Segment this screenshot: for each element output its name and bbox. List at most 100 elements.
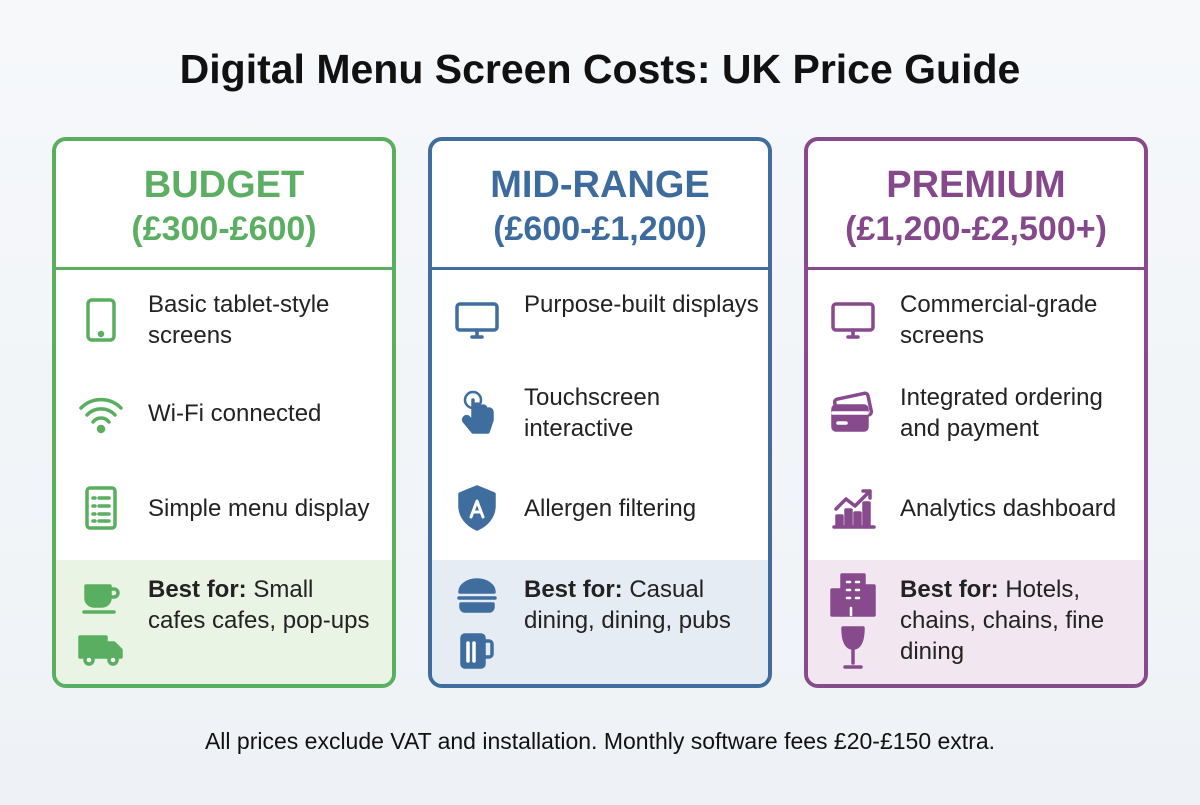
best-for-panel: Best for: Hotels, chains, chains, fine d… — [808, 560, 1144, 684]
icon — [76, 388, 126, 438]
best-for-value: Small cafes cafes, pop-ups — [148, 576, 370, 634]
icon-shape — [104, 641, 123, 659]
icon-shape — [461, 398, 494, 434]
best-for-panel: Best for: Casual dining, dining, pubs — [432, 560, 768, 684]
best-for-label: Best for: — [524, 576, 623, 603]
icon-shape — [78, 635, 108, 659]
feature-text: Touchscreen interactive — [524, 384, 661, 442]
icon — [76, 623, 126, 673]
icon-shape — [830, 588, 844, 617]
icon-shape — [830, 573, 876, 617]
tier-price: (£1,200-£2,500+) — [845, 210, 1107, 248]
page-title: Digital Menu Screen Costs: UK Price Guid… — [179, 46, 1021, 92]
icon-shape — [460, 633, 494, 669]
feature-text: Simple menu display — [148, 494, 370, 522]
tier-card: BUDGET (£300-£600) Basic tablet-style scre… — [52, 137, 396, 688]
tier-header: BUDGET (£300-£600) — [56, 141, 392, 270]
best-for-panel: Best for: Small cafes cafes, pop-ups — [56, 560, 392, 684]
icon — [828, 295, 878, 345]
icon-shape — [831, 302, 875, 339]
icon-shape — [835, 514, 844, 527]
feature-text: Wi-Fi connected — [148, 399, 322, 427]
icon-shape — [458, 578, 496, 594]
icon-shape — [844, 508, 853, 527]
icon-shape — [455, 302, 499, 332]
icon-shape — [86, 298, 116, 342]
best-for-label: Best for: — [148, 576, 247, 603]
icon-shape — [78, 635, 123, 666]
icon-shape — [843, 646, 863, 669]
icon-shape — [455, 302, 499, 339]
tier-card: MID-RANGE (£600-£1,200) Purpose-built disp… — [428, 137, 772, 688]
tier-card: PREMIUM (£1,200-£2,500+) Commercial-grade … — [804, 137, 1148, 688]
icon — [452, 388, 502, 438]
tier-header: MID-RANGE (£600-£1,200) — [432, 141, 768, 270]
icon-shape — [96, 424, 106, 434]
footer-note: All prices exclude VAT and installation.… — [204, 728, 996, 754]
icon — [76, 295, 126, 345]
tier-name: MID-RANGE — [490, 164, 710, 206]
icon-shape — [82, 584, 120, 614]
icon-shape — [834, 489, 872, 511]
icon-shape — [862, 501, 871, 527]
icon-shape — [107, 654, 119, 666]
best-for-text: Best for: Casual dining, dining, pubs — [524, 574, 749, 636]
icon — [452, 483, 502, 533]
icon-shape — [458, 485, 496, 531]
icon-shape — [840, 573, 866, 617]
icon-shape — [841, 626, 865, 650]
icon — [828, 483, 878, 533]
best-for-text: Best for: Hotels, chains, chains, fine d… — [900, 574, 1125, 667]
icon-shape — [85, 407, 117, 417]
icon-shape — [846, 328, 860, 339]
icon-shape — [832, 489, 876, 529]
icon — [452, 623, 502, 673]
icon — [452, 570, 502, 620]
tier-header: PREMIUM (£1,200-£2,500+) — [808, 141, 1144, 270]
icon — [828, 388, 878, 438]
icon-shape — [470, 328, 484, 339]
tier-name: PREMIUM — [886, 164, 1066, 206]
icon-shape — [84, 584, 112, 608]
icon-shape — [482, 639, 494, 659]
icon — [452, 295, 502, 345]
tier-price: (£600-£1,200) — [493, 210, 707, 248]
tier-name: BUDGET — [143, 164, 305, 206]
icon-shape — [458, 485, 496, 531]
feature-text: Analytics dashboard — [900, 494, 1117, 522]
icon-shape — [862, 584, 876, 617]
icon-shape — [86, 298, 116, 342]
icon-shape — [469, 499, 485, 519]
icon-shape — [91, 496, 111, 523]
icon — [828, 623, 878, 673]
best-for-value: Casual dining, dining, pubs — [524, 576, 731, 634]
icon — [76, 483, 126, 533]
icon-shape — [831, 404, 869, 432]
icon-shape — [831, 302, 875, 332]
icon-shape — [91, 416, 111, 424]
icon-shape — [845, 580, 861, 617]
icon-shape — [85, 486, 117, 530]
icon-shape — [108, 587, 120, 599]
icon-shape — [831, 391, 874, 432]
feature-text: Purpose-built displays — [524, 291, 759, 318]
best-for-value: Hotels, chains, chains, fine dining — [900, 576, 1105, 665]
feature-text: Allergen filtering — [524, 494, 697, 522]
icon-shape — [457, 578, 497, 613]
icon-shape — [853, 511, 862, 527]
icon-shape — [79, 397, 123, 410]
tier-price: (£300-£600) — [131, 210, 317, 248]
icon-shape — [85, 486, 117, 530]
icon — [76, 570, 126, 620]
icon-shape — [459, 602, 495, 613]
feature-text: Integrated ordering and payment — [900, 384, 1103, 442]
icon-shape — [79, 397, 123, 434]
icon-shape — [83, 654, 95, 666]
feature-text: Commercial-grade screens — [900, 291, 1098, 349]
icon-shape — [841, 626, 865, 669]
icon-shape — [466, 641, 476, 663]
best-for-label: Best for: — [900, 576, 999, 603]
icon-shape — [461, 390, 494, 434]
feature-text: Basic tablet-style screens — [148, 291, 330, 349]
